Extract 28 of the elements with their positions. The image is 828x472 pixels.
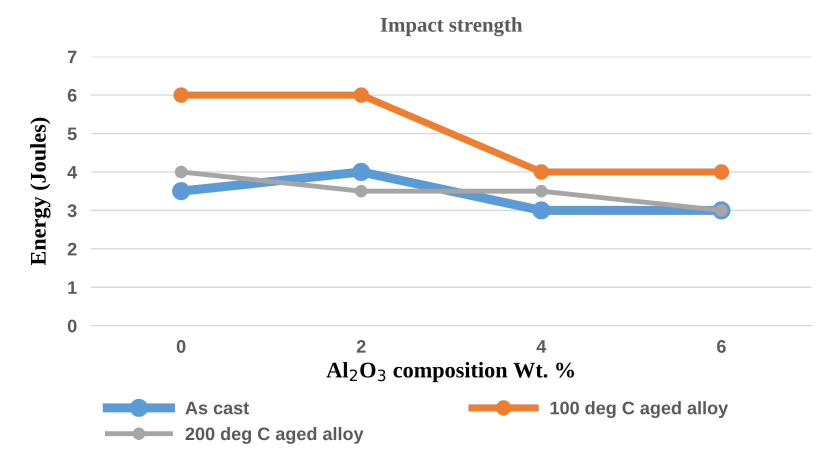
point: [352, 162, 370, 181]
x-tick-label: 6: [717, 340, 726, 353]
point: [172, 182, 190, 200]
y-tick-label: 5: [68, 128, 77, 140]
point: [535, 184, 548, 198]
y-axis-title: Energy (Joules): [30, 118, 50, 266]
point: [173, 87, 189, 103]
point: [354, 87, 369, 103]
point: [714, 164, 730, 180]
point: [354, 184, 368, 198]
point: [534, 164, 549, 180]
x-tick-label: 2: [356, 340, 366, 353]
legend-label: 200 deg C aged alloy: [186, 426, 364, 444]
point: [532, 201, 550, 220]
y-tick-label: 4: [67, 166, 78, 178]
chart-title: Impact strength: [380, 17, 522, 36]
y-tick-label: 6: [68, 89, 77, 102]
y-tick-label: 3: [68, 204, 77, 218]
y-tick-label: 2: [68, 242, 76, 256]
y-tick-label: 1: [68, 281, 77, 294]
x-tick-label: 4: [536, 340, 546, 353]
x-axis-title: Al$_{2}$O$_{3}$ composition Wt. %: [326, 362, 574, 382]
y-tick-label: 7: [68, 50, 76, 64]
legend-label: As cast: [185, 402, 249, 414]
y-tick-label: 0: [68, 320, 76, 332]
point: [174, 166, 188, 178]
x-tick-label: 0: [176, 340, 186, 353]
legend-label: 100 deg C aged alloy: [550, 401, 728, 418]
